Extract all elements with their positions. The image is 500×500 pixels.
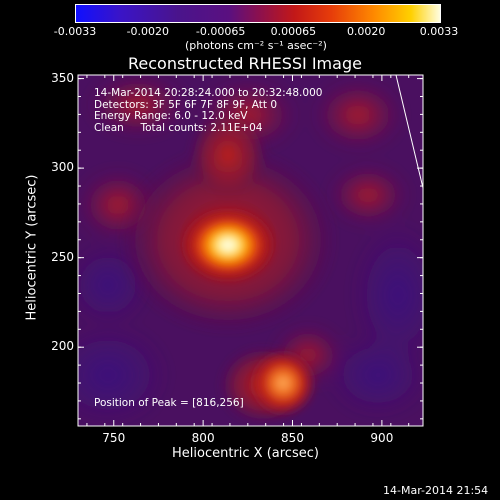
colorbar [75, 4, 441, 23]
x-tick-label: 800 [191, 431, 215, 445]
y-axis-title: Heliocentric Y (arcsec) [24, 174, 40, 321]
colorbar-tick-label: -0.00065 [195, 25, 246, 38]
info-detectors: Detectors: 3F 5F 6F 7F 8F 9F, Att 0 [94, 98, 278, 111]
info-clean: Clean Total counts: 2.11E+04 [94, 121, 263, 134]
info-peak: Position of Peak = [816,256] [94, 397, 244, 409]
info-time-range: 14-Mar-2014 20:28:24.000 to 20:32:48.000 [94, 87, 323, 99]
colorbar-tick-label: 0.00065 [270, 25, 317, 38]
x-axis-title: Heliocentric X (arcsec) [172, 446, 319, 461]
y-tick-label: 250 [51, 249, 74, 264]
colorbar-tick-label: 0.0033 [419, 25, 459, 38]
x-tick-label: 900 [370, 431, 394, 445]
colorbar-tick-label: -0.0020 [126, 25, 170, 38]
colorbar-tick-label: -0.0033 [53, 25, 97, 38]
y-tick-label: 350 [51, 70, 74, 85]
footer-timestamp: 14-Mar-2014 21:54 [383, 484, 489, 497]
plot-title: Reconstructed RHESSI Image [128, 54, 362, 73]
y-tick-label: 200 [51, 339, 74, 354]
x-tick-label: 850 [281, 431, 304, 445]
colorbar-tick-label: 0.0020 [346, 25, 386, 38]
colorbar-units: (photons cm⁻² s⁻¹ asec⁻²) [185, 39, 327, 52]
heatmap [78, 75, 423, 426]
y-tick-label: 300 [51, 160, 74, 175]
x-tick-label: 750 [102, 431, 126, 445]
info-energy: Energy Range: 6.0 - 12.0 keV [94, 110, 248, 122]
